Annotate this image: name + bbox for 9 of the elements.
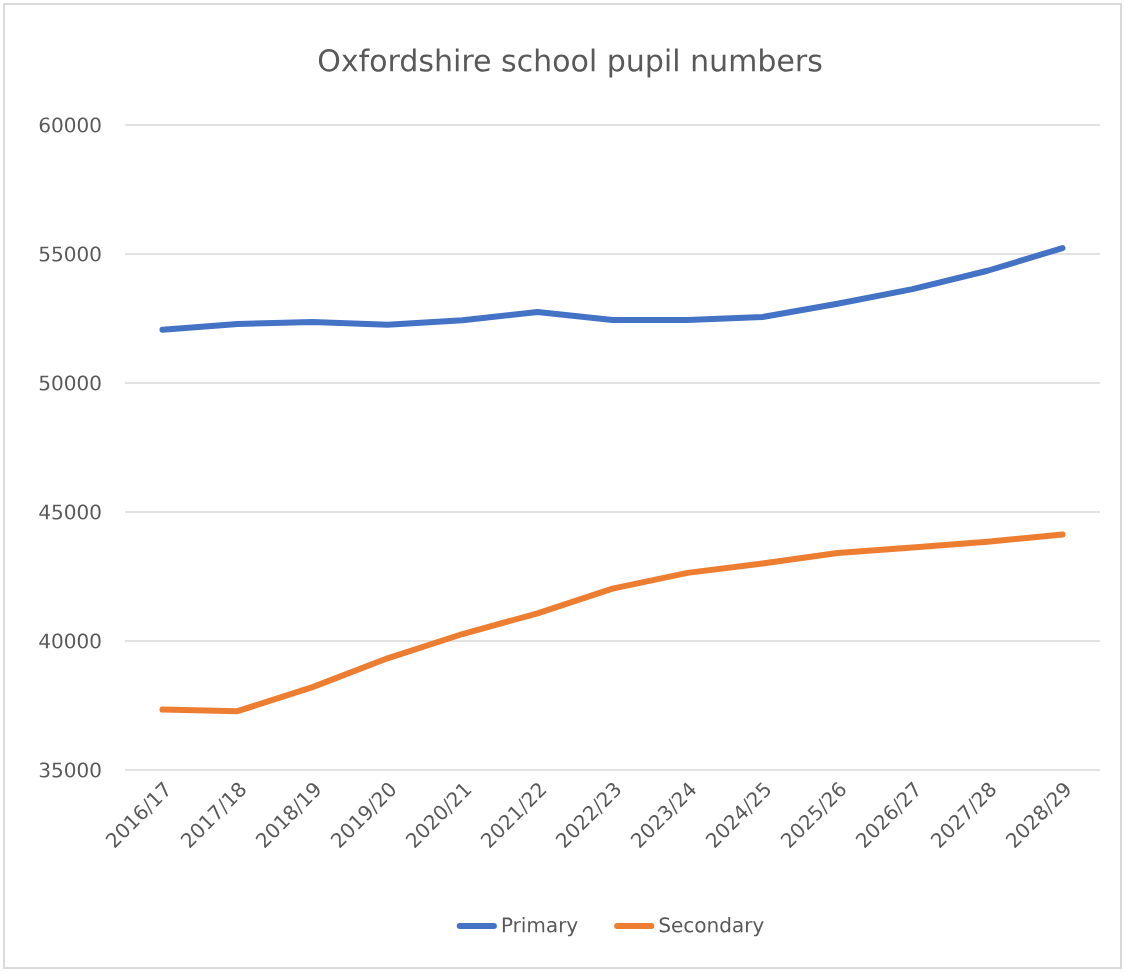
y-tick-label: 40000 <box>39 633 101 649</box>
y-tick-label: 45000 <box>39 504 101 520</box>
chart-title: Oxfordshire school pupil numbers <box>318 48 822 78</box>
y-tick-label: 60000 <box>39 117 101 133</box>
y-tick-label: 35000 <box>39 762 101 778</box>
legend-label: Primary <box>502 916 578 937</box>
y-tick-label: 50000 <box>39 375 101 391</box>
legend-label: Secondary <box>659 916 764 937</box>
y-tick-label: 55000 <box>39 246 101 262</box>
